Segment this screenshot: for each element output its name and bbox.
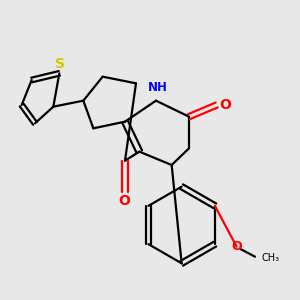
Text: NH: NH: [148, 82, 168, 94]
Text: S: S: [55, 57, 65, 71]
Text: O: O: [219, 98, 231, 112]
Text: O: O: [231, 240, 242, 253]
Text: O: O: [118, 194, 130, 208]
Text: CH₃: CH₃: [262, 253, 280, 263]
